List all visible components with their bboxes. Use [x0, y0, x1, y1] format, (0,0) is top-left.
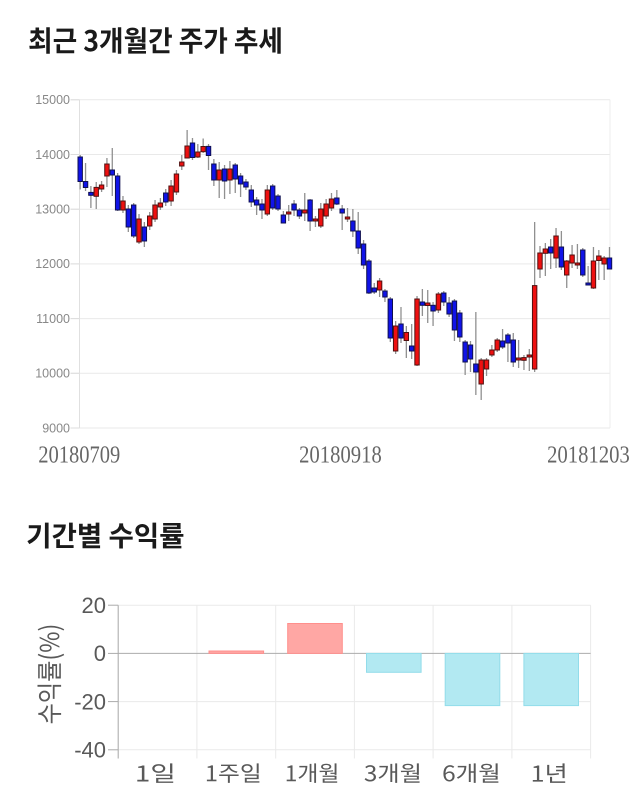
svg-text:0: 0: [94, 641, 106, 666]
svg-text:15000: 15000: [35, 93, 70, 107]
svg-text:10000: 10000: [35, 367, 70, 381]
svg-text:9000: 9000: [42, 421, 70, 435]
svg-text:14000: 14000: [35, 148, 70, 162]
svg-text:11000: 11000: [36, 312, 70, 326]
svg-text:-20: -20: [74, 689, 106, 714]
svg-text:20: 20: [82, 593, 106, 618]
svg-text:12000: 12000: [35, 257, 70, 271]
svg-text:-40: -40: [74, 738, 106, 763]
svg-text:13000: 13000: [35, 203, 70, 217]
